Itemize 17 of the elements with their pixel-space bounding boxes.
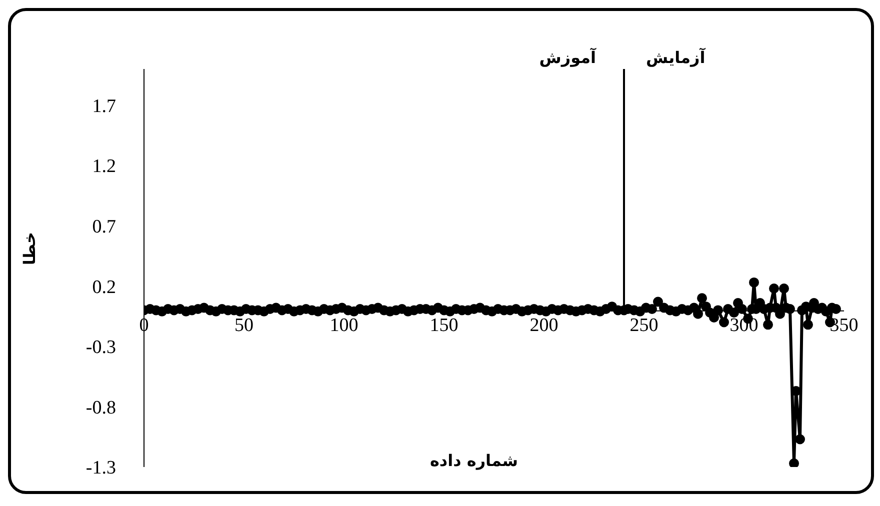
x-tick-label: 250 [630,314,658,336]
text: آموزش [539,47,597,67]
y-tick-label: -0.8 [86,397,116,418]
y-tick-label: 0.7 [92,216,116,238]
x-tick-label: 100 [330,314,358,336]
y-tick-label: -0.3 [86,337,116,358]
y-tick-label: 1.7 [92,96,116,117]
y-tick-label: 0.2 [92,276,116,298]
x-tick-label: 350 [830,314,858,336]
x-tick-label: 50 [234,314,254,336]
x-axis-title: شماره داده [430,451,518,470]
x-tick-label: 200 [530,314,558,336]
text: آزمایش [646,47,706,67]
y-tick-label: -1.3 [86,458,116,479]
y-tick-label: 1.2 [92,156,116,178]
x-tick-label: 150 [430,314,458,336]
y-axis-title: خطا [20,232,39,266]
